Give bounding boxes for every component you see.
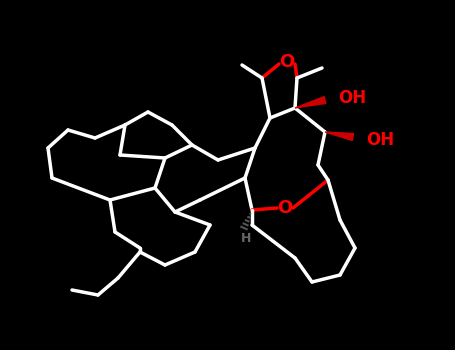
Text: OH: OH xyxy=(338,89,366,107)
Polygon shape xyxy=(295,97,326,108)
Text: O: O xyxy=(279,53,295,71)
Text: H: H xyxy=(241,231,251,245)
Text: OH: OH xyxy=(366,131,394,149)
Text: O: O xyxy=(278,199,293,217)
Polygon shape xyxy=(325,132,354,140)
